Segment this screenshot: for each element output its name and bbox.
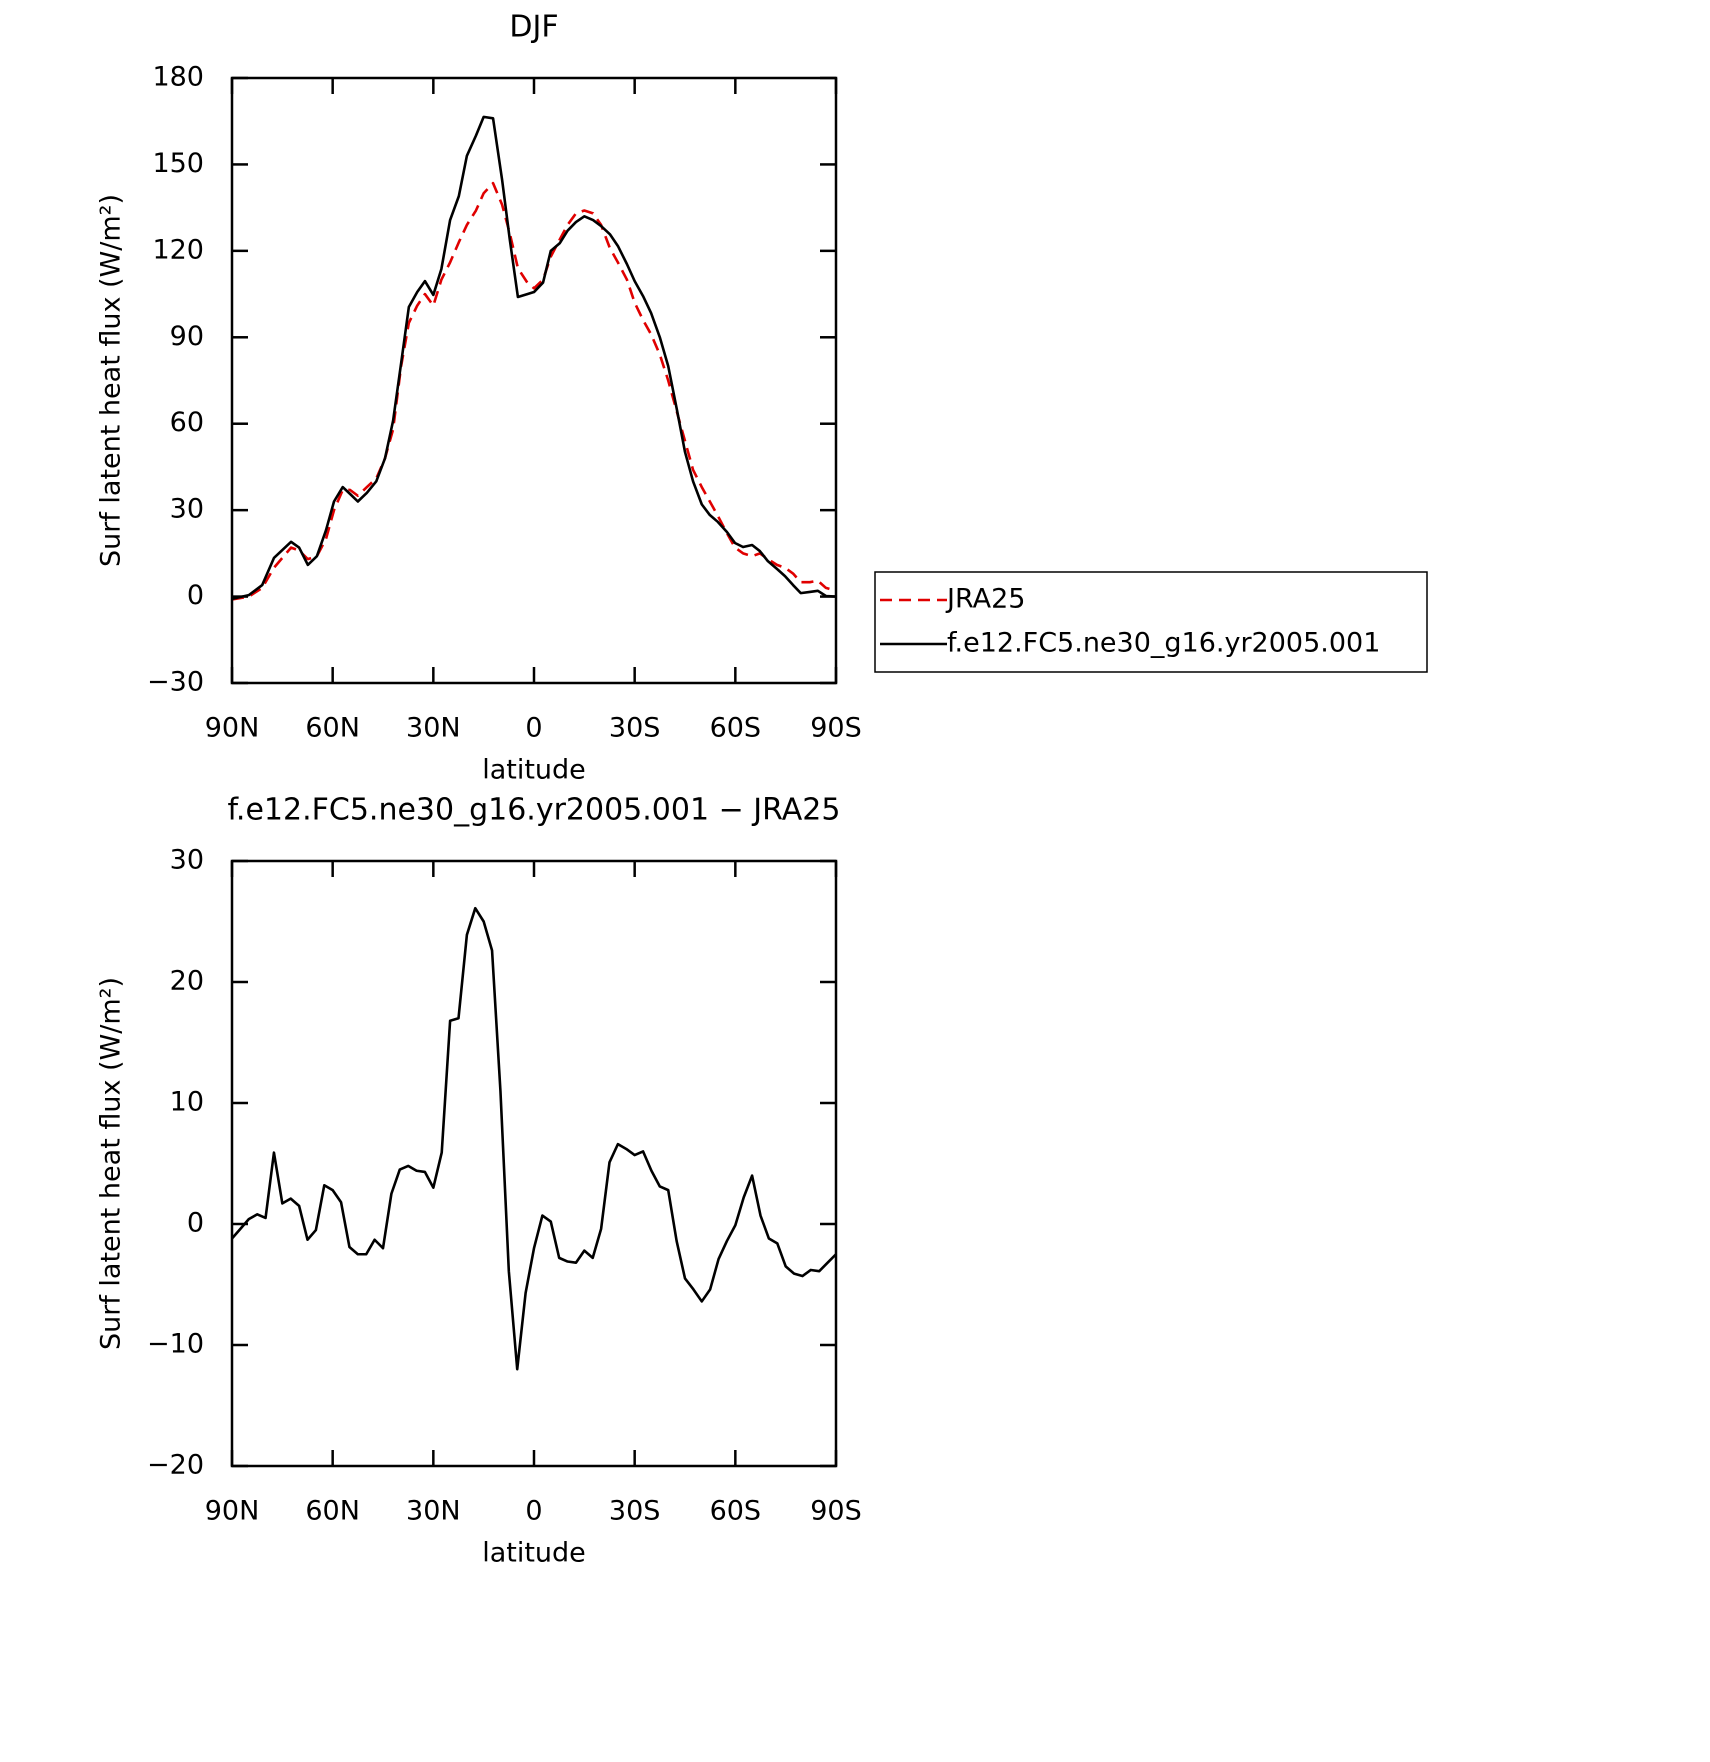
y-axis-label: Surf latent heat flux (W/m²): [96, 194, 127, 567]
y-tick-label: −30: [147, 667, 204, 698]
y-tick-label: 0: [187, 1208, 204, 1239]
y-tick-label: 120: [152, 234, 204, 265]
plot-frame: [230, 859, 838, 1468]
y-tick-label: 20: [170, 966, 204, 997]
y-tick-label: 180: [152, 62, 204, 93]
chart-title: DJF: [509, 10, 558, 45]
x-axis-label: latitude: [482, 1538, 586, 1569]
y-tick-label: −10: [147, 1329, 204, 1360]
x-tick-label: 30S: [609, 713, 661, 744]
y-tick-label: −20: [147, 1450, 204, 1481]
y-tick-label: 0: [187, 580, 204, 611]
y-tick-label: 30: [170, 494, 204, 525]
x-tick-label: 90S: [810, 713, 862, 744]
x-tick-label: 30N: [406, 1496, 461, 1527]
x-axis-label: latitude: [482, 755, 586, 786]
x-tick-label: 90N: [205, 1496, 260, 1527]
legend-label: f.e12.FC5.ne30_g16.yr2005.001: [947, 628, 1380, 659]
x-tick-label: 30N: [406, 713, 461, 744]
y-tick-label: 30: [170, 845, 204, 876]
x-tick-label: 60S: [710, 713, 762, 744]
x-tick-label: 90N: [205, 713, 260, 744]
y-tick-label: 10: [170, 1087, 204, 1118]
chart-title: f.e12.FC5.ne30_g16.yr2005.001 − JRA25: [228, 793, 841, 828]
y-tick-label: 150: [152, 148, 204, 179]
legend-label: JRA25: [945, 584, 1025, 615]
x-tick-label: 60N: [305, 713, 360, 744]
data-line: [231, 906, 837, 1371]
x-tick-label: 30S: [609, 1496, 661, 1527]
legend-box: [874, 571, 1428, 673]
x-tick-label: 60S: [710, 1496, 762, 1527]
y-tick-label: 60: [170, 407, 204, 438]
y-tick-label: 90: [170, 321, 204, 352]
y-axis-label: Surf latent heat flux (W/m²): [96, 977, 127, 1350]
x-tick-label: 60N: [305, 1496, 360, 1527]
x-tick-label: 0: [525, 1496, 542, 1527]
x-tick-label: 90S: [810, 1496, 862, 1527]
plot-frame: [230, 76, 838, 685]
x-tick-label: 0: [525, 713, 542, 744]
data-line: [231, 115, 837, 601]
